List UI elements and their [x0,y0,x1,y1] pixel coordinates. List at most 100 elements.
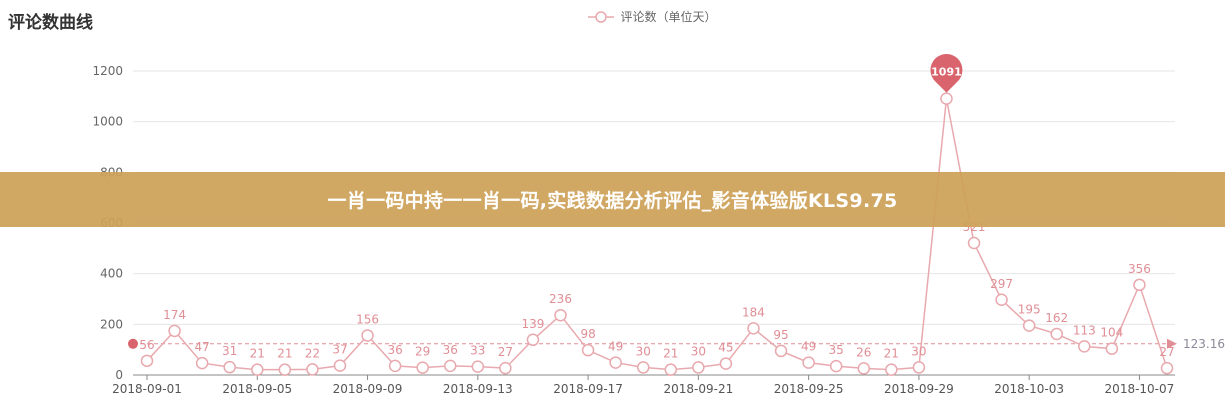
data-point [857,362,871,375]
data-point [802,356,815,369]
data-point [471,360,485,373]
data-label: 30 [691,344,706,358]
y-tick-label: 1000 [92,115,123,129]
data-point [278,363,292,376]
data-point [306,363,319,376]
data-label: 297 [990,277,1013,291]
data-label: 27 [1159,345,1174,359]
data-label: 47 [194,340,209,354]
data-point [499,361,512,375]
data-label: 98 [580,327,595,341]
data-label: 45 [718,341,733,355]
data-point [416,361,429,374]
data-point [995,293,1008,307]
x-tick-label: 2018-09-13 [443,382,513,396]
data-point [361,329,374,342]
data-label: 36 [387,343,402,357]
data-label: 195 [1018,303,1041,317]
overlay-banner: 一肖一码中持一一肖一码,实践数据分析评估_影音体验版KLS9.75 [0,172,1225,227]
data-point [1050,327,1063,341]
data-point [967,236,981,250]
data-point [719,357,733,370]
data-point [388,359,402,373]
x-tick-label: 2018-09-29 [884,382,954,396]
data-label: 49 [608,340,623,354]
data-label: 49 [801,340,816,354]
y-tick-label: 0 [115,368,123,382]
data-label: 35 [829,343,844,357]
data-point [912,361,926,374]
max-pin-label: 1091 [931,66,962,79]
data-point [609,356,622,369]
data-label: 174 [163,308,186,322]
data-point [223,360,236,374]
data-point [885,363,898,376]
data-label: 36 [443,343,458,357]
data-label: 30 [911,344,926,358]
data-label: 31 [222,344,237,358]
data-label: 104 [1100,326,1123,340]
data-point [554,308,567,322]
data-label: 30 [636,344,651,358]
data-label: 236 [549,292,572,306]
data-label: 156 [356,312,379,326]
max-pin [930,53,963,93]
data-label: 21 [663,347,678,361]
data-point [774,344,788,358]
data-label: 162 [1045,311,1068,325]
data-label: 95 [773,328,788,342]
data-label: 27 [498,345,513,359]
data-point [168,324,181,338]
data-point [1160,361,1174,375]
data-point [1105,342,1119,355]
data-label: 21 [884,347,899,361]
data-label: 113 [1073,323,1096,337]
data-point [747,322,760,335]
data-point [1133,278,1146,292]
series-line [146,98,1168,371]
chart-title: 评论数曲线 [8,13,93,33]
legend-line-icon [588,10,615,23]
data-point [251,363,264,376]
data-label: 26 [856,345,871,359]
y-tick-label: 1200 [92,64,123,78]
x-tick-label: 2018-09-09 [333,382,403,396]
y-tick-label: 200 [100,317,123,331]
data-label: 56 [139,338,154,352]
data-point [581,343,595,357]
data-point [443,359,457,373]
data-label: 37 [332,343,347,357]
legend[interactable]: 评论数（单位天） [0,8,1225,25]
data-point [333,359,347,372]
data-point [692,361,705,374]
data-point [526,333,540,347]
data-point [664,363,678,376]
x-tick-label: 2018-09-25 [774,382,844,396]
data-point [195,356,209,370]
y-tick-label: 400 [100,267,123,281]
data-label: 33 [470,344,485,358]
x-tick-label: 2018-09-17 [553,382,623,396]
legend-label: 评论数（单位天） [620,10,717,24]
data-point [1078,340,1091,353]
average-label: 123.16 [1183,337,1225,351]
average-start-marker [128,338,138,349]
banner-text: 一肖一码中持一一肖一码,实践数据分析评估_影音体验版KLS9.75 [327,190,898,212]
data-label: 356 [1128,262,1151,276]
data-point [829,359,843,373]
data-label: 21 [250,347,265,361]
x-tick-label: 2018-10-03 [994,382,1064,396]
data-label: 139 [521,317,544,331]
average-arrow [1167,338,1177,349]
data-label: 184 [742,305,765,319]
data-label: 22 [305,346,320,360]
data-label: 21 [277,347,292,361]
data-point [940,92,953,105]
x-tick-label: 2018-09-21 [663,382,733,396]
data-point [140,354,154,368]
x-tick-label: 2018-09-01 [112,382,182,396]
x-tick-label: 2018-10-07 [1105,382,1175,396]
data-point [1022,319,1036,332]
data-label: 29 [415,345,430,359]
x-tick-label: 2018-09-05 [222,382,292,396]
